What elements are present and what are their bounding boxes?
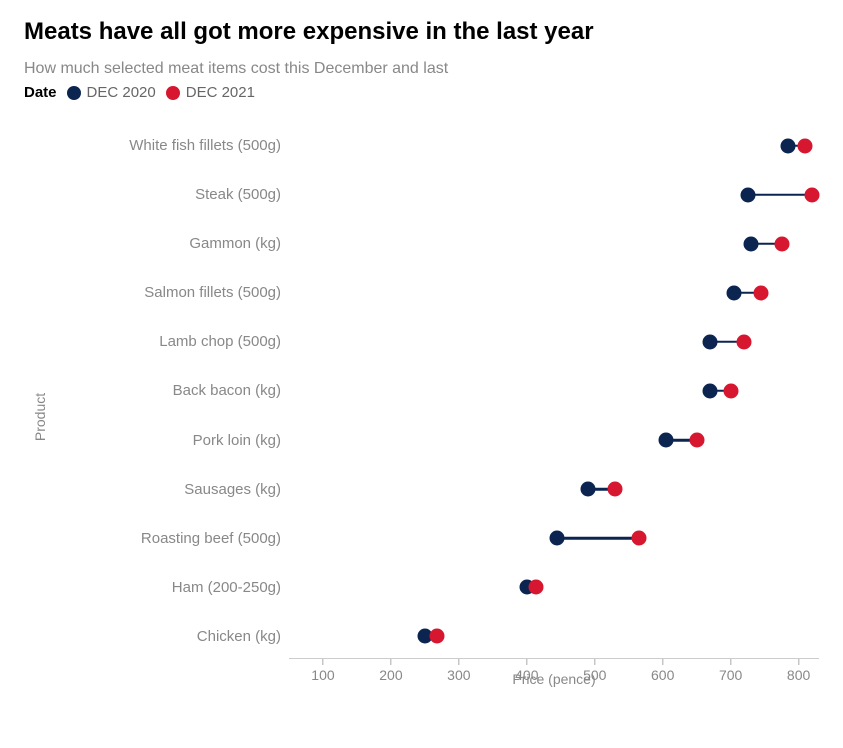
- x-tick-label: 100: [311, 667, 334, 683]
- x-tick: 300: [447, 659, 470, 683]
- legend-dot-2021: [166, 86, 180, 100]
- dot-2021: [689, 433, 704, 448]
- row-plot: [289, 563, 819, 612]
- row-plot: [289, 121, 819, 170]
- legend-item-2021: DEC 2021: [166, 84, 255, 101]
- x-tick-mark: [458, 659, 459, 665]
- dot-2021: [528, 580, 543, 595]
- row-label: Chicken (kg): [64, 628, 289, 645]
- dot-2021: [737, 334, 752, 349]
- row-plot: [289, 366, 819, 415]
- connector-line: [748, 193, 813, 196]
- row-plot: [289, 170, 819, 219]
- dot-2020: [744, 236, 759, 251]
- row-plot: [289, 612, 819, 661]
- row-plot: [289, 268, 819, 317]
- x-tick: 100: [311, 659, 334, 683]
- data-row: Pork loin (kg): [64, 416, 819, 465]
- chart-subtitle: How much selected meat items cost this D…: [24, 60, 819, 78]
- x-tick-label: 700: [719, 667, 742, 683]
- row-label: Pork loin (kg): [64, 432, 289, 449]
- row-label: Salmon fillets (500g): [64, 284, 289, 301]
- row-label: Roasting beef (500g): [64, 530, 289, 547]
- row-label: Gammon (kg): [64, 235, 289, 252]
- dot-2021: [774, 236, 789, 251]
- row-label: Steak (500g): [64, 186, 289, 203]
- data-row: White fish fillets (500g): [64, 121, 819, 170]
- data-row: Sausages (kg): [64, 465, 819, 514]
- chart-area: Product White fish fillets (500g) Steak (…: [24, 117, 819, 717]
- x-tick-label: 500: [583, 667, 606, 683]
- row-label: Lamb chop (500g): [64, 333, 289, 350]
- x-tick-mark: [798, 659, 799, 665]
- legend-dot-2020: [67, 86, 81, 100]
- dot-2021: [805, 187, 820, 202]
- dot-2020: [703, 383, 718, 398]
- row-plot: [289, 416, 819, 465]
- row-plot: [289, 317, 819, 366]
- data-row: Steak (500g): [64, 170, 819, 219]
- x-tick: 200: [379, 659, 402, 683]
- x-tick-label: 400: [515, 667, 538, 683]
- dot-2020: [659, 433, 674, 448]
- dot-2021: [798, 138, 813, 153]
- dot-2020: [727, 285, 742, 300]
- data-row: Salmon fillets (500g): [64, 268, 819, 317]
- x-tick-mark: [662, 659, 663, 665]
- x-tick: 800: [787, 659, 810, 683]
- row-label: Ham (200-250g): [64, 579, 289, 596]
- legend-text-2021: DEC 2021: [186, 84, 255, 101]
- x-tick: 600: [651, 659, 674, 683]
- data-row: Roasting beef (500g): [64, 514, 819, 563]
- dot-2020: [740, 187, 755, 202]
- row-plot: [289, 465, 819, 514]
- legend: Date DEC 2020 DEC 2021: [24, 84, 819, 101]
- legend-variable-label: Date: [24, 84, 57, 101]
- x-tick-mark: [730, 659, 731, 665]
- x-tick-mark: [594, 659, 595, 665]
- row-label: White fish fillets (500g): [64, 137, 289, 154]
- legend-item-2020: DEC 2020: [67, 84, 156, 101]
- x-tick-label: 200: [379, 667, 402, 683]
- dot-2021: [608, 482, 623, 497]
- data-row: Lamb chop (500g): [64, 317, 819, 366]
- legend-text-2020: DEC 2020: [87, 84, 156, 101]
- x-tick: 400: [515, 659, 538, 683]
- row-plot: [289, 219, 819, 268]
- dot-2021: [430, 629, 445, 644]
- dot-2020: [550, 531, 565, 546]
- x-tick: 700: [719, 659, 742, 683]
- data-row: Back bacon (kg): [64, 366, 819, 415]
- dot-2020: [781, 138, 796, 153]
- dot-2020: [703, 334, 718, 349]
- row-label: Back bacon (kg): [64, 382, 289, 399]
- x-tick: 500: [583, 659, 606, 683]
- x-tick-label: 600: [651, 667, 674, 683]
- chart-title: Meats have all got more expensive in the…: [24, 18, 819, 46]
- x-tick-label: 800: [787, 667, 810, 683]
- dot-2021: [754, 285, 769, 300]
- data-row: Chicken (kg): [64, 612, 819, 661]
- dot-2021: [723, 383, 738, 398]
- data-row: Ham (200-250g): [64, 563, 819, 612]
- y-axis-title: Product: [32, 393, 48, 441]
- x-tick-mark: [526, 659, 527, 665]
- x-tick-mark: [322, 659, 323, 665]
- dot-2021: [631, 531, 646, 546]
- dot-2020: [580, 482, 595, 497]
- plot-area: White fish fillets (500g) Steak (500g) Gam…: [64, 117, 819, 657]
- x-tick-label: 300: [447, 667, 470, 683]
- row-label: Sausages (kg): [64, 481, 289, 498]
- connector-line: [557, 537, 639, 540]
- x-axis: Price (pence) 100200300400500600700800: [289, 659, 819, 687]
- data-row: Gammon (kg): [64, 219, 819, 268]
- x-tick-mark: [390, 659, 391, 665]
- row-plot: [289, 514, 819, 563]
